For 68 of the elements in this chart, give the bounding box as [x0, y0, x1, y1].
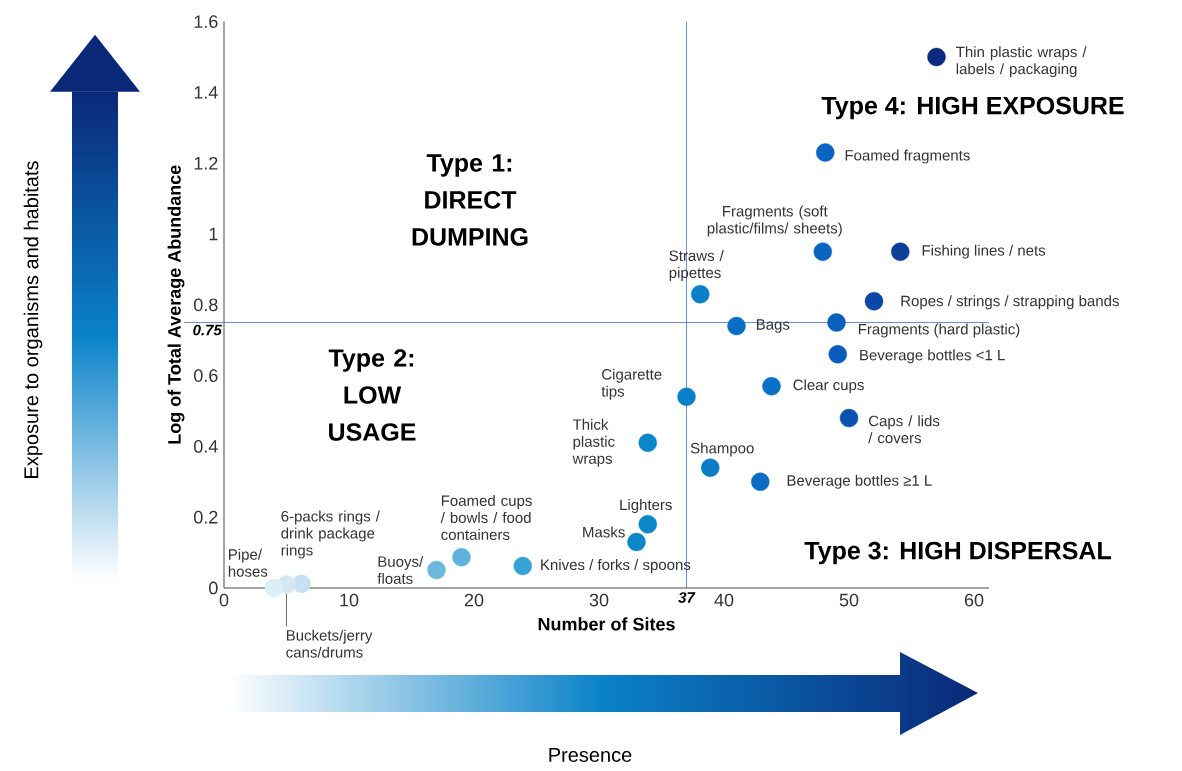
ref-line-label: 37	[678, 592, 696, 603]
x-tick-label: 30	[589, 593, 609, 607]
annotation: Beverage bottles ≥1 L	[787, 474, 932, 489]
y-tick-label: 0	[209, 581, 218, 595]
point	[691, 284, 710, 304]
x-tick-label: 10	[340, 593, 359, 607]
annotation: Type 2: LOW USAGE	[328, 349, 416, 441]
point	[813, 242, 832, 261]
text: Exposure to organisms and habitats	[23, 161, 43, 478]
text: Presence	[549, 748, 632, 762]
y-tick-label: 1	[209, 227, 218, 241]
point	[864, 292, 884, 311]
x-tick-label: 0	[219, 593, 229, 607]
y-tick-label: 1.2	[194, 156, 218, 170]
annotation: Masks	[583, 526, 625, 538]
x-tick-label: 50	[839, 593, 859, 607]
x-tick-label: 20	[464, 593, 484, 607]
y-tick-label: 0.8	[194, 298, 218, 312]
y-tick-label: 0.2	[194, 510, 218, 524]
point	[927, 47, 946, 67]
x-axis-title: Number of Sites	[538, 617, 675, 631]
annotation: Thick plastic wraps	[572, 418, 615, 467]
point	[727, 316, 746, 336]
annotation: Type 3: HIGH DISPERSAL	[804, 541, 1111, 565]
annotation: Caps / lids / covers	[868, 415, 940, 444]
annotation: Fishing lines / nets	[922, 244, 1046, 259]
annotation: Cigarette tips	[601, 368, 662, 400]
y-tick-label: 0.6	[194, 369, 218, 382]
point	[762, 377, 781, 396]
point	[828, 345, 847, 364]
annotation: Type 1: DIRECT DUMPING	[412, 154, 528, 246]
annotation: Type 4: HIGH EXPOSURE	[821, 96, 1124, 120]
point	[816, 143, 835, 162]
point	[827, 313, 846, 332]
annotation: Fragments (soft plastic/films/ sheets)	[707, 205, 842, 237]
annotation: Beverage bottles <1 L	[860, 349, 1005, 364]
annotation: Bags	[756, 319, 790, 333]
annotation: Lighters	[620, 499, 672, 514]
y-axis-title: Log of Total Average Abundance	[167, 165, 185, 444]
point	[427, 560, 446, 580]
annotation: Fragments (hard plastic)	[858, 323, 1020, 338]
annotation: Buckets/jerry cans/drums	[286, 629, 373, 658]
annotation: Pipe/ hoses	[228, 548, 268, 577]
point	[891, 242, 910, 261]
point	[627, 532, 646, 552]
point	[264, 578, 284, 598]
point	[677, 387, 696, 407]
point	[638, 515, 657, 534]
annotation: Shampoo	[690, 442, 754, 457]
point	[839, 408, 859, 428]
annotation: Ropes / strings / strapping bands	[901, 295, 1119, 310]
y-tick-label: 0.4	[194, 440, 218, 453]
point	[638, 433, 657, 453]
annotation: Buoys/ floats	[377, 555, 424, 584]
point	[452, 548, 471, 567]
annotation: Thin plastic wraps / labels / packaging	[956, 46, 1087, 78]
ref-line-label: 0.75	[193, 324, 222, 336]
annotation: Foamed cups / bowls / food containers	[440, 494, 532, 540]
annotation: Clear cups	[793, 379, 864, 394]
x-tick-label: 60	[964, 593, 984, 607]
y-tick-label: 1.4	[194, 86, 218, 99]
point	[701, 458, 720, 477]
point	[513, 556, 532, 576]
y-tick-label: 1.6	[194, 15, 218, 28]
annotation: Foamed fragments	[845, 149, 970, 164]
x-tick-label: 40	[714, 593, 734, 607]
point	[751, 472, 770, 491]
point	[292, 574, 311, 593]
